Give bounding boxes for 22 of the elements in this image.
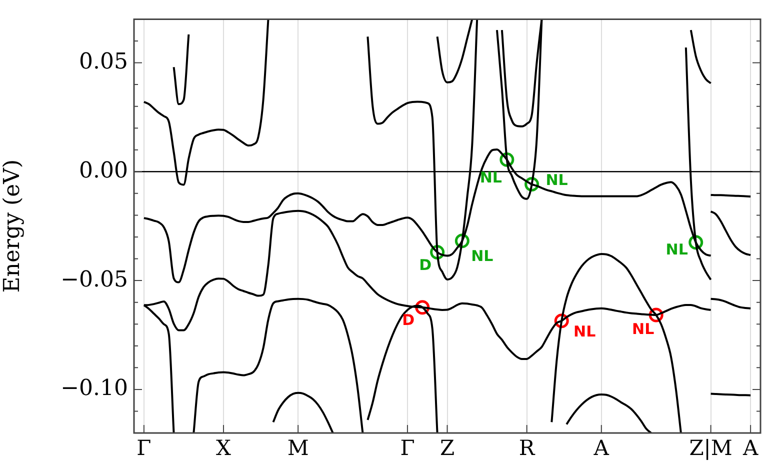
x-tick-label: Γ — [400, 436, 415, 460]
y-axis-title: Energy (eV) — [0, 159, 25, 293]
y-tick-label: 0.00 — [79, 158, 128, 184]
annotation: NL — [666, 240, 688, 258]
x-tick-label: A — [742, 436, 759, 460]
annotation: D — [419, 256, 432, 274]
y-tick-label: −0.05 — [60, 267, 128, 292]
y-tick-label: 0.05 — [79, 49, 128, 74]
annotation: NL — [632, 320, 655, 338]
x-tick-label: Z — [440, 436, 455, 460]
x-tick-label: X — [216, 436, 232, 460]
annotation: NL — [480, 168, 502, 187]
annotation: D — [402, 311, 415, 330]
annotation: NL — [471, 246, 494, 265]
x-tick-label: M — [287, 436, 309, 460]
y-tick-label: −0.10 — [60, 376, 128, 402]
x-tick-label: Γ — [136, 436, 152, 460]
x-tick-label: Z|M — [689, 436, 732, 460]
x-tick-label: A — [592, 436, 610, 460]
annotation: NL — [574, 322, 596, 341]
annotation: NL — [546, 171, 568, 190]
x-tick-label: R — [518, 436, 536, 460]
